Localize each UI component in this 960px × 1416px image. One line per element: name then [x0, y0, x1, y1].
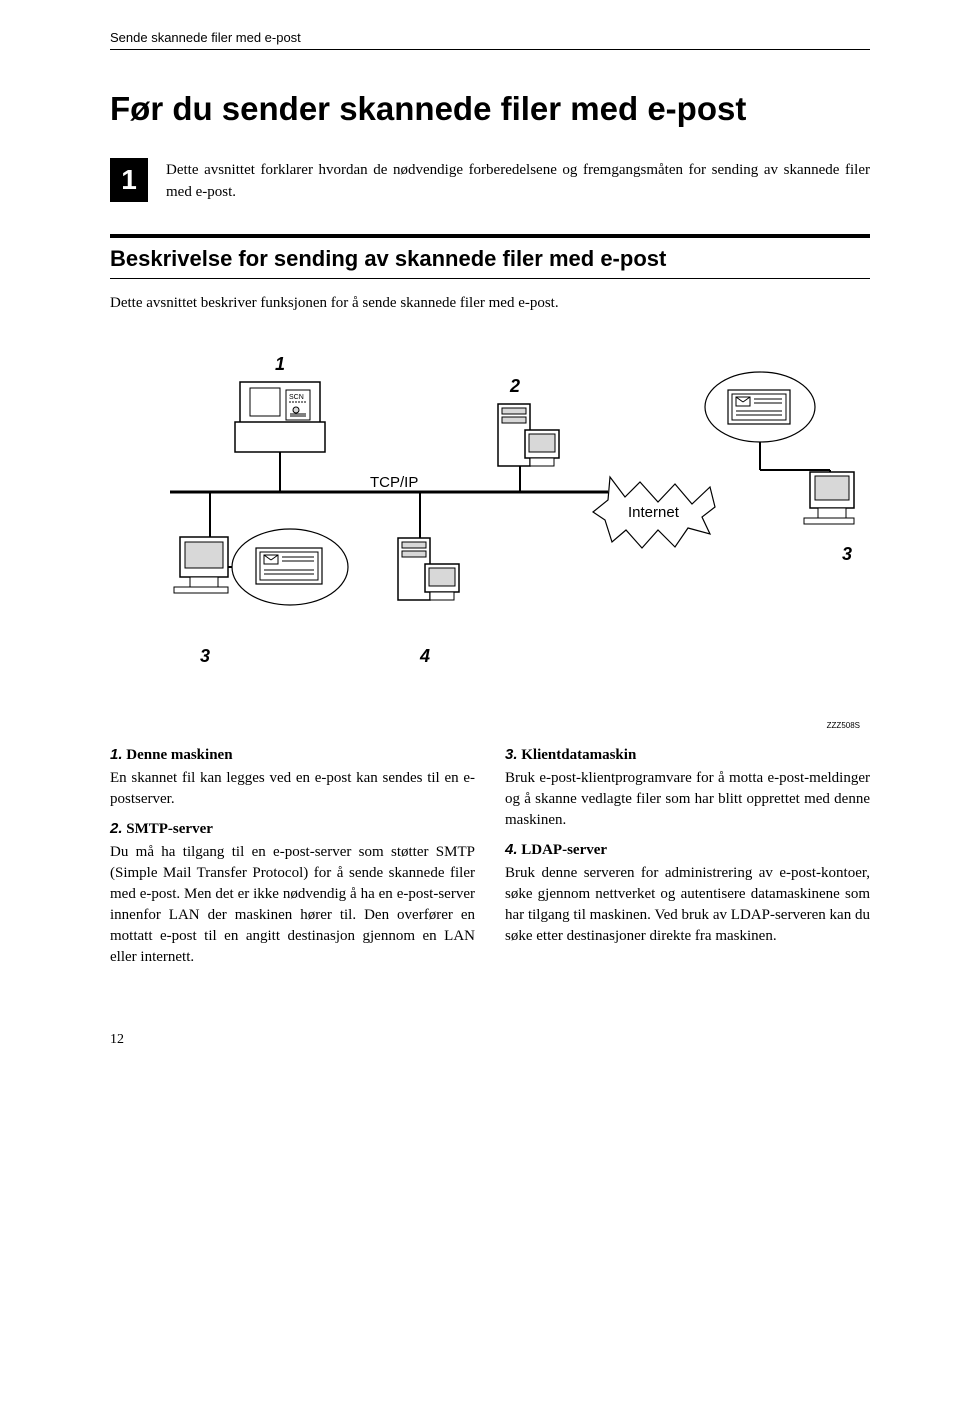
diagram-code: ZZZ508S: [110, 721, 870, 730]
left-column: 1. Denne maskinen En skannet fil kan leg…: [110, 744, 475, 972]
section-badge: 1: [110, 158, 148, 202]
item-3-heading: 3. Klientdatamaskin: [505, 744, 870, 766]
item-1-body: En skannet fil kan legges ved en e-post …: [110, 768, 475, 810]
item-2-body: Du må ha tilgang til en e-post-server so…: [110, 842, 475, 968]
item-4-body: Bruk denne serveren for administrering a…: [505, 863, 870, 947]
network-diagram: 1 SCN 2: [110, 342, 870, 712]
right-column: 3. Klientdatamaskin Bruk e-post-klientpr…: [505, 744, 870, 972]
svg-text:4: 4: [419, 646, 430, 666]
item-2-heading: 2. SMTP-server: [110, 818, 475, 840]
internet-icon: Internet: [593, 477, 715, 548]
scanner-icon: 1 SCN: [235, 354, 325, 492]
running-header: Sende skannede filer med e-post: [110, 30, 870, 50]
ldap-server-icon: 4: [398, 492, 459, 666]
client-right-icon: 3: [705, 372, 854, 564]
client-left-icon: 3: [174, 492, 348, 666]
intro-row: 1 Dette avsnittet forklarer hvordan de n…: [110, 158, 870, 204]
subsection-intro: Dette avsnittet beskriver funksjonen for…: [110, 293, 870, 315]
tcpip-label: TCP/IP: [370, 474, 418, 491]
page-title: Før du sender skannede filer med e-post: [110, 90, 870, 128]
item-3-body: Bruk e-post-klientprogramvare for å mott…: [505, 768, 870, 831]
body-columns: 1. Denne maskinen En skannet fil kan leg…: [110, 744, 870, 972]
intro-text: Dette avsnittet forklarer hvordan de nød…: [166, 158, 870, 204]
svg-text:SCN: SCN: [289, 394, 304, 401]
svg-text:3: 3: [842, 544, 852, 564]
svg-text:Internet: Internet: [628, 504, 680, 521]
item-1-heading: 1. Denne maskinen: [110, 744, 475, 766]
subsection-title: Beskrivelse for sending av skannede file…: [110, 234, 870, 279]
smtp-server-icon: 2: [498, 376, 559, 492]
page-number: 12: [110, 1032, 870, 1048]
svg-text:3: 3: [200, 646, 210, 666]
svg-text:2: 2: [509, 376, 520, 396]
item-4-heading: 4. LDAP-server: [505, 839, 870, 861]
svg-text:1: 1: [275, 354, 285, 374]
